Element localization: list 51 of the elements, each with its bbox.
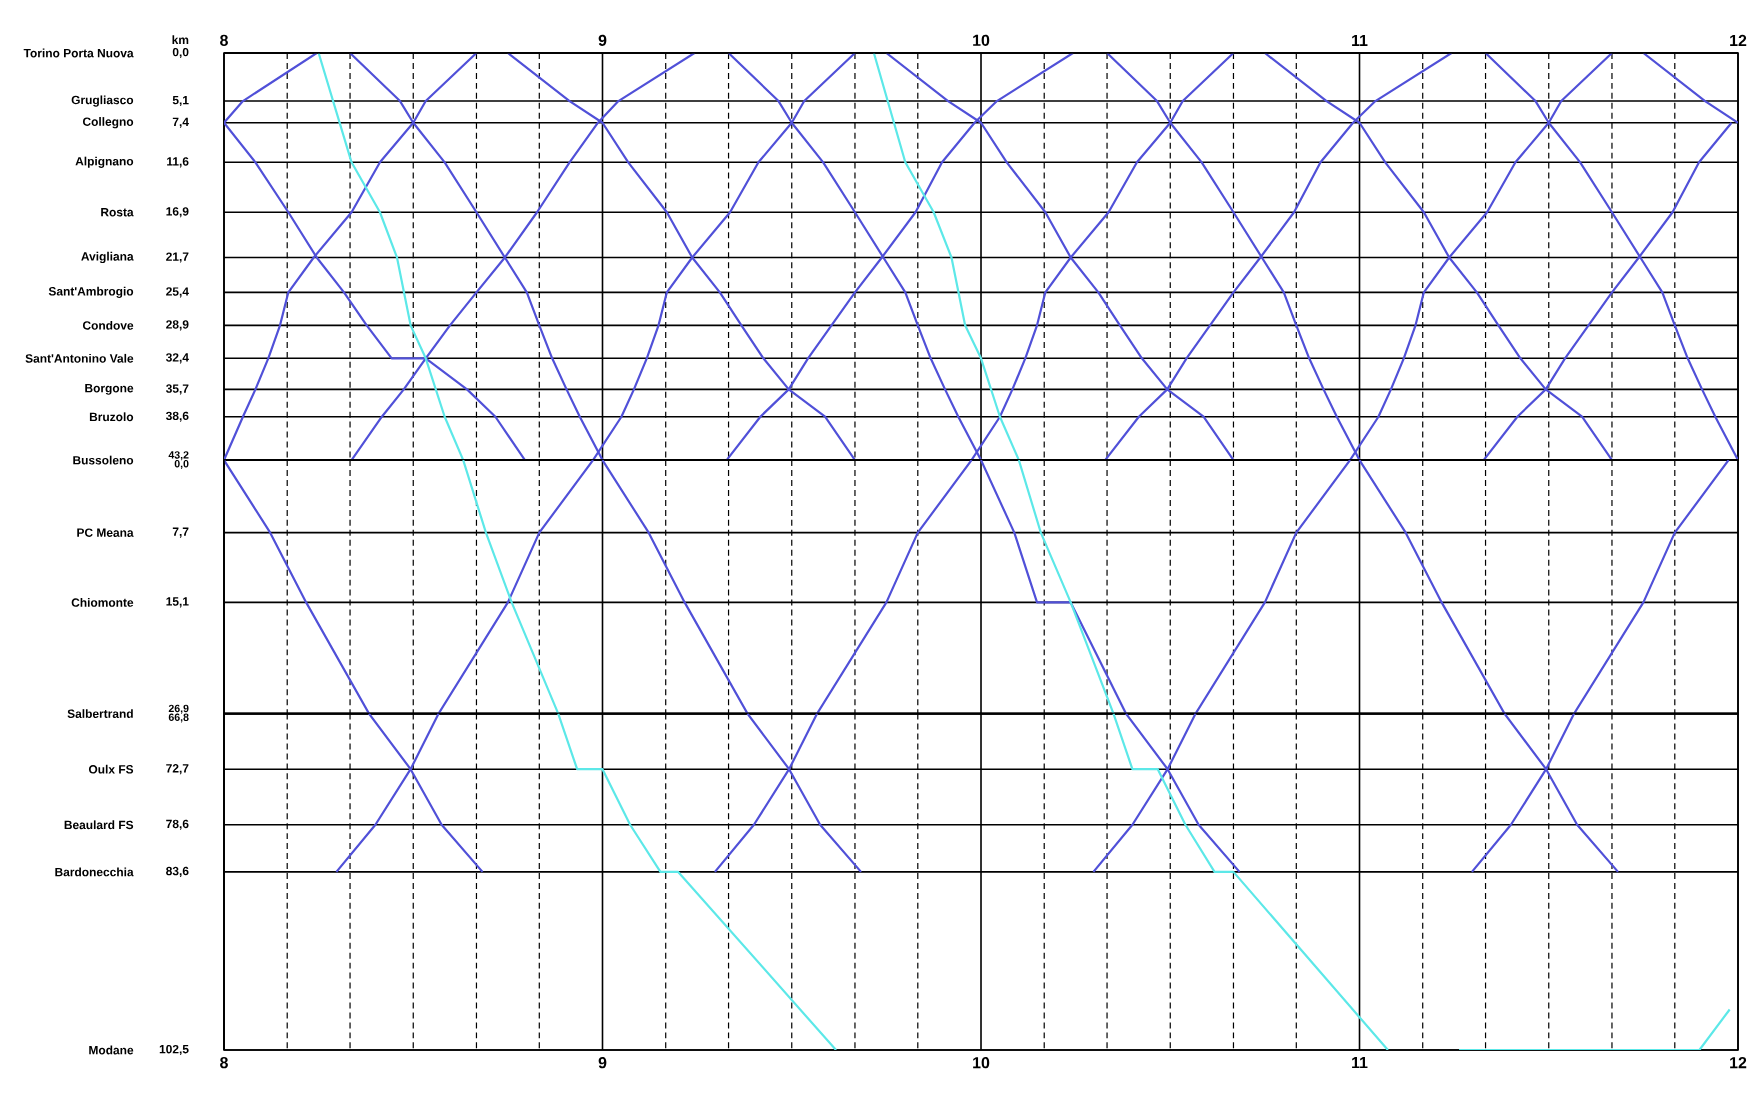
text: Rosta	[101, 208, 134, 217]
text: Beaulard FS	[64, 820, 134, 830]
text: Salbertrand	[67, 709, 133, 718]
y-tick-label: 15,1	[166, 597, 189, 608]
text: Collegno	[82, 117, 134, 129]
text: Alpignano	[75, 156, 134, 168]
text: Bardonecchia	[55, 867, 134, 877]
x2-tick-label: 10	[973, 34, 990, 46]
x2-tick-label: 12	[1730, 34, 1747, 46]
text: PC Meana	[77, 528, 134, 537]
y-tick-label: 16,9	[166, 207, 189, 218]
text: Oulx FS	[88, 764, 134, 774]
y-tick-label: 7,4	[172, 117, 189, 128]
text: Chiomonte	[71, 597, 134, 607]
text: Bruzolo	[89, 412, 134, 422]
y-tick-label: 25,4	[166, 287, 189, 298]
y-tick-label: 38,6	[165, 411, 189, 422]
x-tick-label: 12	[1730, 1057, 1747, 1069]
y-tick-label: 0,0	[172, 47, 189, 59]
x2-tick-label: 8	[220, 34, 228, 46]
y-tick-label: 78,6	[166, 819, 189, 830]
x-tick-label: 9	[598, 1057, 607, 1069]
text: Grugliasco	[71, 95, 134, 107]
text: Torino Porta Nuova	[23, 48, 134, 58]
y-tick-label: 7,7	[172, 527, 189, 538]
x2-tick-label: 9	[598, 34, 607, 46]
x-tick-label: 10	[973, 1057, 990, 1069]
y-tick-label: 43,2	[168, 451, 189, 461]
y-tick-label: 5,1	[172, 96, 189, 107]
x-tick-label: 8	[220, 1057, 228, 1069]
y-tick-label: 83,6	[166, 866, 189, 877]
y-tick-label: 35,7	[165, 384, 189, 395]
y-tick-label: 28,9	[166, 320, 189, 331]
text: Bussoleno	[73, 455, 134, 465]
y-tick-label: 72,7	[166, 764, 189, 775]
text: Sant'Antonino Vale	[25, 353, 134, 363]
text: Modane	[89, 1045, 134, 1055]
x2-tick-label: 11	[1352, 34, 1368, 46]
y-tick-label: 32,4	[165, 353, 189, 364]
text: Sant'Ambrogio	[48, 286, 134, 298]
y-tick-label: 21,7	[166, 252, 189, 263]
y-tick-label: 26,9	[168, 704, 189, 714]
y-tick-label: 11,6	[167, 157, 189, 168]
y-tick-label: 102,5	[159, 1044, 189, 1056]
x-tick-label: 11	[1352, 1057, 1368, 1069]
y-tick-label: 0,0	[174, 459, 189, 469]
text: Condove	[82, 320, 134, 330]
text: Borgone	[85, 384, 134, 395]
text: Avigliana	[81, 251, 134, 264]
y-tick-label: 66,8	[168, 713, 189, 723]
y-axis-title: km	[172, 35, 189, 44]
